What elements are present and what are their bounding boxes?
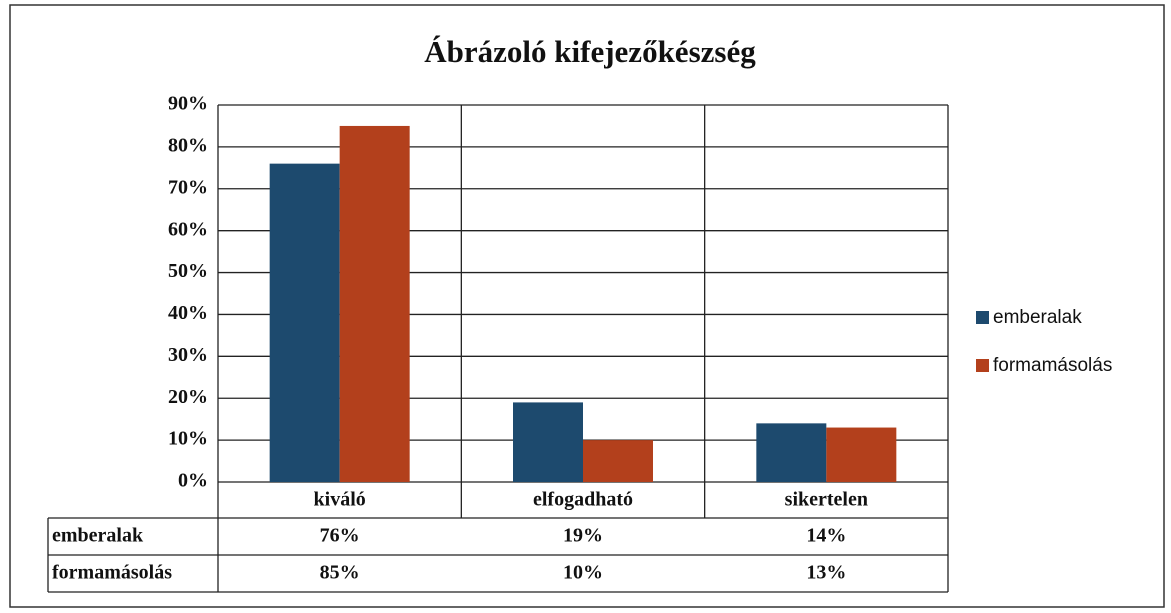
y-tick-label: 0% xyxy=(178,470,208,492)
table-value: 13% xyxy=(806,562,846,584)
table-value: 19% xyxy=(563,525,603,547)
bar xyxy=(339,125,410,482)
table-row-label: emberalak xyxy=(52,525,144,547)
y-tick-label: 70% xyxy=(168,176,208,198)
bar xyxy=(513,402,583,482)
y-tick-label: 80% xyxy=(168,134,208,156)
bar xyxy=(269,163,340,482)
legend-swatch xyxy=(976,311,989,324)
table-value: 14% xyxy=(806,525,846,547)
legend-swatch xyxy=(976,359,989,372)
y-tick-label: 60% xyxy=(168,218,208,240)
bar xyxy=(756,423,827,482)
chart-title: Ábrázoló kifejezőkészség xyxy=(424,34,756,69)
x-tick-label: sikertelen xyxy=(785,489,868,511)
x-tick-label: elfogadható xyxy=(533,489,633,511)
table-value: 10% xyxy=(563,562,603,584)
bar xyxy=(826,427,897,482)
y-tick-label: 30% xyxy=(168,344,208,366)
chart-border xyxy=(9,4,1165,608)
y-tick-label: 90% xyxy=(168,93,208,115)
y-tick-label: 10% xyxy=(168,428,208,450)
y-tick-label: 20% xyxy=(168,386,208,408)
table-value: 85% xyxy=(320,562,360,584)
table-row-label: formamásolás xyxy=(52,562,172,584)
x-tick-label: kiváló xyxy=(314,489,366,511)
legend-label: formamásolás xyxy=(993,355,1112,376)
y-tick-label: 40% xyxy=(168,302,208,324)
legend-label: emberalak xyxy=(993,307,1082,328)
y-tick-label: 50% xyxy=(168,260,208,282)
bar xyxy=(583,440,653,482)
table-value: 76% xyxy=(320,525,360,547)
